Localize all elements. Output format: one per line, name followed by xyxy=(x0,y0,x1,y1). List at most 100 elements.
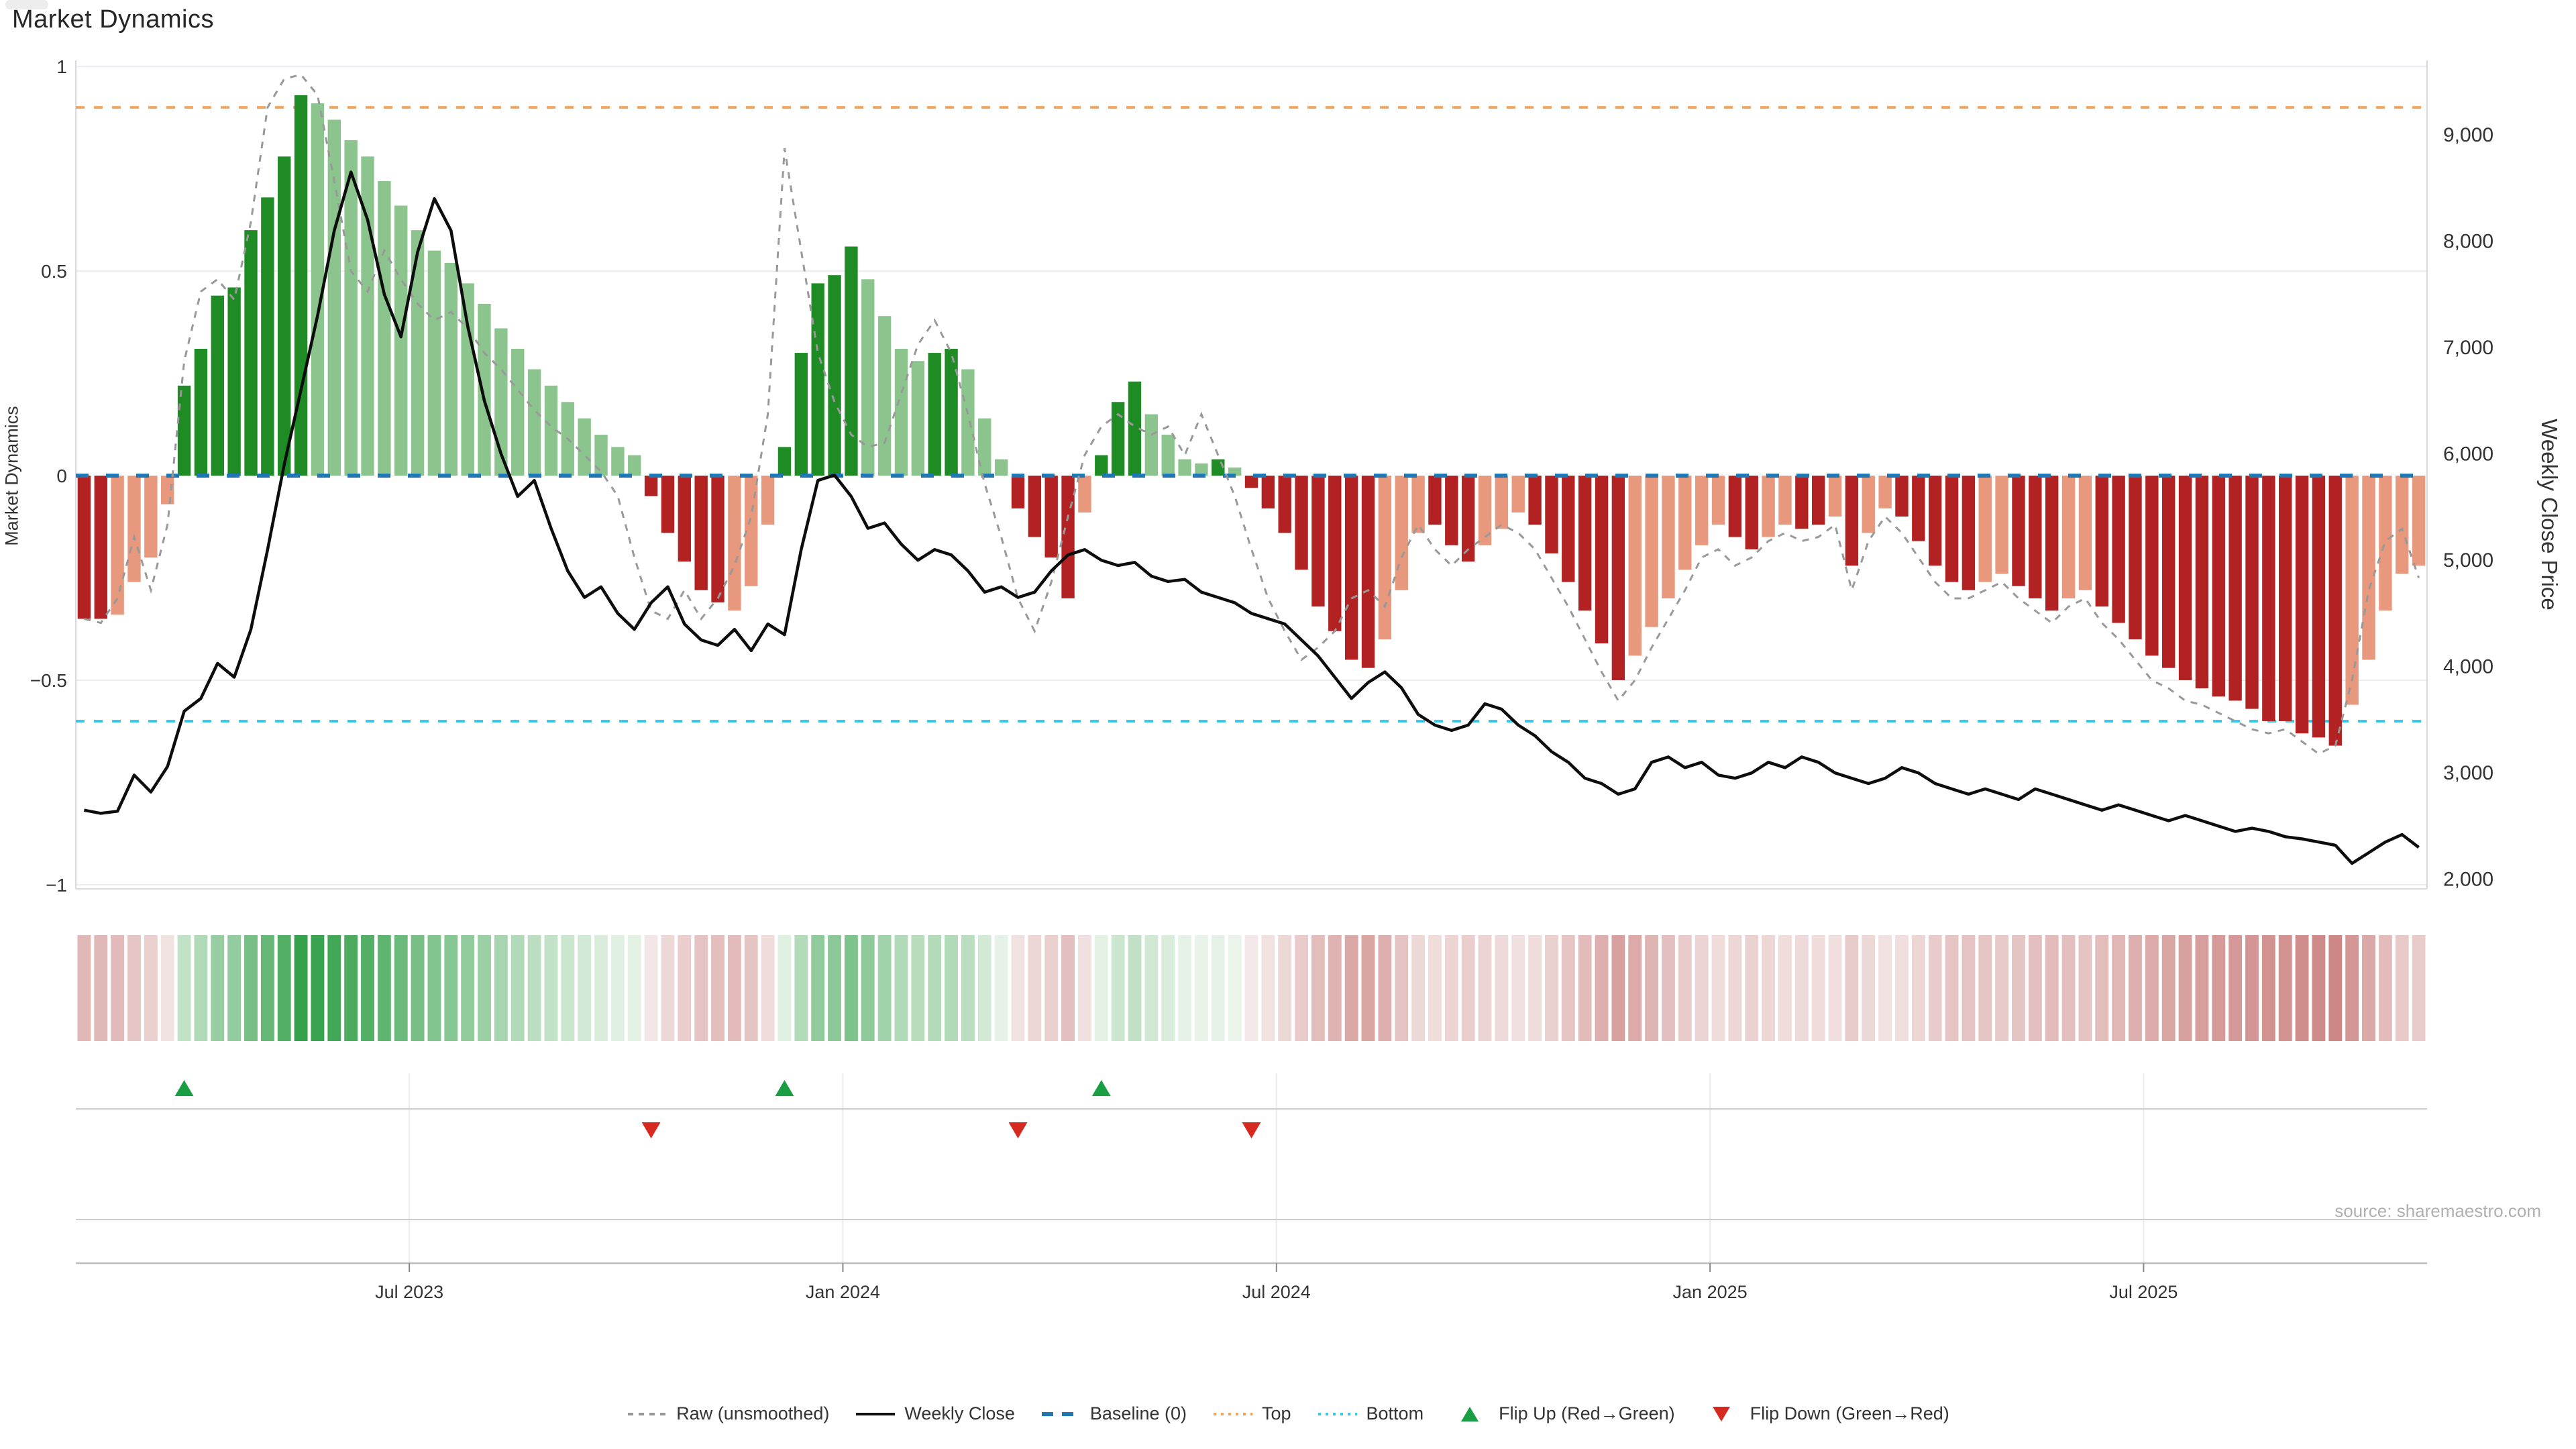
oscillator-bar xyxy=(111,476,124,615)
heatmap-cell xyxy=(1478,935,1492,1041)
legend-item: Bottom xyxy=(1317,1403,1424,1424)
oscillator-bar xyxy=(1945,476,1959,582)
oscillator-bar xyxy=(2379,476,2392,611)
heatmap-cell xyxy=(945,935,958,1041)
oscillator-bar xyxy=(661,476,675,533)
heatmap-cell xyxy=(1862,935,1876,1041)
heatmap-cell xyxy=(1444,935,1458,1041)
oscillator-bar xyxy=(1445,476,1458,545)
oscillator-bar xyxy=(2295,476,2309,734)
heatmap-cell xyxy=(1228,935,1242,1041)
left-axis-tick-label: 0 xyxy=(56,466,67,486)
oscillator-bar xyxy=(828,275,841,476)
heatmap-cell xyxy=(1995,935,2009,1041)
oscillator-bar xyxy=(1578,476,1592,611)
heatmap-cell xyxy=(2261,935,2275,1041)
oscillator-bar xyxy=(611,447,625,476)
heatmap-cell xyxy=(2362,935,2375,1041)
oscillator-bar xyxy=(628,455,641,476)
legend-item-label: Flip Down (Green→Red) xyxy=(1750,1403,1949,1424)
x-axis-tick-label: Jan 2025 xyxy=(1673,1282,1748,1302)
heatmap-cell xyxy=(1895,935,1909,1041)
oscillator-bar xyxy=(994,459,1008,476)
oscillator-bar xyxy=(1745,476,1758,549)
heatmap-cell xyxy=(377,935,391,1041)
oscillator-bar xyxy=(1645,476,1658,627)
oscillator-bar xyxy=(378,180,391,476)
oscillator-bar xyxy=(1662,476,1675,598)
heatmap-cell xyxy=(844,935,858,1041)
left-axis-tick-label: 0.5 xyxy=(41,261,67,282)
oscillator-bar xyxy=(194,348,208,476)
legend-item-label: Top xyxy=(1261,1403,1291,1424)
oscillator-bar xyxy=(1828,476,1842,517)
oscillator-bar xyxy=(2328,476,2342,746)
oscillator-bar xyxy=(94,476,107,619)
oscillator-bar xyxy=(2396,476,2409,574)
oscillator-bar xyxy=(911,361,925,476)
heatmap-cell xyxy=(160,935,174,1041)
oscillator-bar xyxy=(678,476,692,562)
oscillator-bar xyxy=(1545,476,1558,553)
oscillator-bar xyxy=(644,476,658,496)
heatmap-cell xyxy=(2061,935,2076,1041)
legend-item: Flip Up (Red→Green) xyxy=(1449,1403,1675,1424)
heatmap-cell xyxy=(1762,935,1776,1041)
heatmap-cell xyxy=(2129,935,2142,1041)
heatmap-cell xyxy=(1111,935,1125,1041)
heatmap-cell xyxy=(1077,935,1091,1041)
right-axis-tick-label: 6,000 xyxy=(2443,443,2493,466)
oscillator-bar xyxy=(1695,476,1709,545)
triangle-up-icon xyxy=(1461,1406,1479,1421)
oscillator-bar xyxy=(527,369,541,476)
oscillator-bar xyxy=(444,262,458,476)
heatmap-cell xyxy=(2028,935,2042,1041)
right-axis-tick-label: 5,000 xyxy=(2443,549,2493,572)
oscillator-bar xyxy=(594,435,608,476)
oscillator-bar xyxy=(1411,476,1425,533)
heatmap-cell xyxy=(2078,935,2092,1041)
heatmap-cell xyxy=(1128,935,1142,1041)
oscillator-bar xyxy=(1111,402,1125,476)
dotted-line-icon xyxy=(1318,1412,1357,1415)
heatmap-cell xyxy=(2229,935,2243,1041)
heatmap-cell xyxy=(1611,935,1625,1041)
heatmap-cell xyxy=(2112,935,2126,1041)
heatmap-cell xyxy=(1828,935,1842,1041)
left-axis-tick-label: −1 xyxy=(46,875,67,896)
oscillator-bar xyxy=(344,140,358,476)
oscillator-bar xyxy=(294,95,308,476)
heatmap-cell xyxy=(1511,935,1525,1041)
heatmap-cell xyxy=(494,935,508,1041)
oscillator-bar xyxy=(1344,476,1358,660)
oscillator-bar xyxy=(1511,476,1525,513)
oscillator-bar xyxy=(478,303,491,476)
oscillator-bar xyxy=(2129,476,2142,639)
flip-up-marker xyxy=(174,1080,194,1096)
oscillator-bar xyxy=(1195,463,1208,476)
oscillator-bar xyxy=(1711,476,1725,525)
oscillator-bar xyxy=(2012,476,2025,586)
oscillator-bar xyxy=(1095,455,1108,476)
heatmap-cell xyxy=(260,935,274,1041)
heatmap-cell xyxy=(644,935,658,1041)
right-axis-tick-label: 8,000 xyxy=(2443,231,2493,253)
heatmap-cell xyxy=(227,935,241,1041)
heatmap-cell xyxy=(594,935,608,1041)
legend-item: Top xyxy=(1212,1403,1291,1424)
heatmap-cell xyxy=(1411,935,1426,1041)
heatmap-cell xyxy=(1244,935,1258,1041)
heatmap-cell xyxy=(1495,935,1509,1041)
oscillator-bar xyxy=(2229,476,2242,701)
heatmap-cell xyxy=(1094,935,1108,1041)
oscillator-bar xyxy=(427,250,441,476)
heatmap-cell xyxy=(1678,935,1692,1041)
heatmap-cell xyxy=(828,935,841,1041)
heatmap-cell xyxy=(877,935,892,1041)
heatmap-cell xyxy=(678,935,692,1041)
oscillator-bar xyxy=(1678,476,1692,570)
oscillator-bar xyxy=(127,476,141,582)
heatmap-cell xyxy=(661,935,675,1041)
right-axis-tick-label: 4,000 xyxy=(2443,656,2493,678)
heatmap-cell xyxy=(1645,935,1659,1041)
